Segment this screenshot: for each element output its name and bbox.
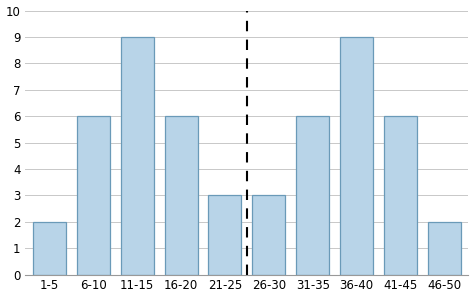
Bar bbox=[121, 37, 154, 274]
Bar bbox=[428, 222, 461, 274]
Bar bbox=[296, 116, 329, 274]
Bar bbox=[164, 116, 198, 274]
Bar bbox=[209, 195, 241, 274]
Bar bbox=[340, 37, 373, 274]
Bar bbox=[77, 116, 110, 274]
Bar bbox=[384, 116, 417, 274]
Bar bbox=[252, 195, 285, 274]
Bar bbox=[33, 222, 66, 274]
